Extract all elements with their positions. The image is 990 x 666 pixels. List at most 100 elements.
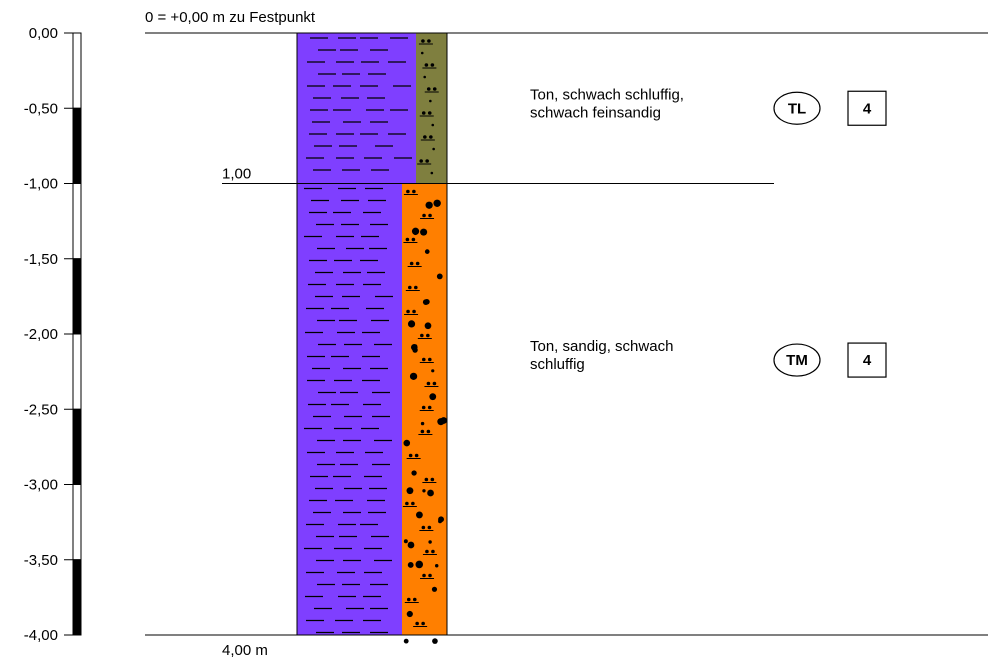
scale-tick-label: -4,00 (24, 627, 58, 644)
silt-dot (408, 453, 413, 458)
silt-dot (432, 87, 437, 91)
soil-column (296, 32, 448, 644)
sand-dot (431, 369, 435, 373)
silt-dot (409, 261, 414, 266)
sand-dot (428, 540, 432, 544)
silt-dot (426, 429, 431, 434)
scale-tick-label: -2,00 (24, 326, 58, 343)
scale-tick-label: -1,50 (24, 251, 58, 268)
sand-dot (435, 563, 439, 568)
scale-tick-label: -1,00 (24, 176, 58, 193)
silt-dot (405, 501, 409, 506)
silt-dot (414, 285, 418, 290)
silt-dot (406, 189, 410, 194)
sand-dot (403, 638, 409, 644)
silt-dot (427, 39, 431, 43)
silt-dot (421, 405, 426, 410)
sand-dot (403, 439, 411, 447)
silt-dot (427, 111, 432, 115)
silt-dot (428, 573, 432, 578)
silt-dot (423, 135, 427, 139)
sand-dot (407, 320, 416, 328)
scale-tick-label: -0,50 (24, 100, 58, 117)
sand-dot (406, 487, 414, 495)
rating-label: 4 (863, 352, 872, 369)
silt-dot (427, 525, 432, 530)
sand-dot (424, 299, 430, 305)
silt-dot (412, 189, 416, 194)
sand-dot (432, 147, 435, 151)
silt-dot (421, 111, 426, 115)
silt-dot (428, 213, 432, 218)
silt-dot (422, 213, 426, 218)
silt-dot (408, 285, 412, 290)
sand-dot (411, 470, 417, 476)
silt-dot (421, 39, 425, 43)
scale-segment (72, 333, 82, 410)
silt-dot (427, 357, 432, 362)
depth-scale: 0,00 -0,50 -1,00 -1,50 -2,00 -2,50 -3,00 -3,50 -… (24, 25, 82, 644)
layer-descriptions: Ton, schwach schluffig,schwach feinsandi… (530, 86, 887, 378)
soil-class-ellipse (773, 343, 821, 377)
silt-dot (415, 261, 420, 266)
sand-dot (440, 417, 448, 424)
silt-dot (427, 405, 432, 410)
scale-segment (72, 258, 82, 335)
scale-segment (72, 183, 82, 260)
sand-dot (420, 421, 425, 426)
sand-dot (407, 562, 414, 568)
silt-dot (426, 333, 430, 338)
rating-box (847, 342, 887, 378)
sand-dot (431, 123, 435, 127)
scale-segment (72, 32, 82, 109)
rating-label: 4 (863, 100, 872, 117)
silt-dot (424, 477, 429, 482)
layer-description: Ton, sandig, schwach (530, 338, 673, 355)
silt-dot (411, 237, 416, 242)
soil-class-ellipse (773, 91, 821, 125)
scale-tick-label: -2,50 (24, 401, 58, 418)
silt-dot (430, 63, 435, 67)
scale-tick-label: -3,50 (24, 552, 58, 569)
silt-dot (424, 63, 429, 67)
sand-dot (403, 539, 408, 544)
depth-label: 1,00 (222, 166, 251, 183)
sand-dot (413, 344, 418, 348)
depth-label: 4,00 m (222, 642, 268, 659)
sand-dot (429, 99, 432, 103)
silt-dot (426, 381, 431, 386)
silt-dot (411, 501, 415, 506)
silt-dot (431, 549, 435, 554)
sand-dot (431, 586, 438, 592)
sand-dot (423, 75, 427, 79)
silt-dot (406, 597, 411, 602)
clay-fill (297, 183, 402, 635)
layer-description: schluffig (530, 356, 585, 373)
sand-dot (427, 489, 434, 497)
secondary-fill (416, 33, 447, 184)
soil-class-label: TL (788, 100, 806, 117)
sand-dot (420, 228, 428, 236)
silt-dot (430, 477, 435, 482)
layer-outline (296, 183, 448, 636)
sand-dot (422, 489, 426, 493)
scale-segment (72, 484, 82, 561)
silt-dot (422, 573, 426, 578)
scale-segment (72, 107, 82, 184)
silt-dot (421, 525, 426, 530)
scale-segment (72, 559, 82, 636)
sand-dot (430, 171, 434, 175)
layer-description: Ton, schwach schluffig, (530, 86, 684, 103)
silt-dot (414, 453, 419, 458)
layer-description: schwach feinsandig (530, 104, 661, 121)
scale-tick-label: -3,00 (24, 477, 58, 494)
silt-dot (420, 333, 424, 338)
rating-box (847, 90, 887, 126)
silt-dot (421, 621, 425, 626)
sand-dot (434, 201, 439, 206)
silt-dot (426, 87, 431, 91)
secondary-fill (402, 183, 447, 635)
sand-dot (409, 372, 418, 380)
silt-dot (421, 357, 426, 362)
